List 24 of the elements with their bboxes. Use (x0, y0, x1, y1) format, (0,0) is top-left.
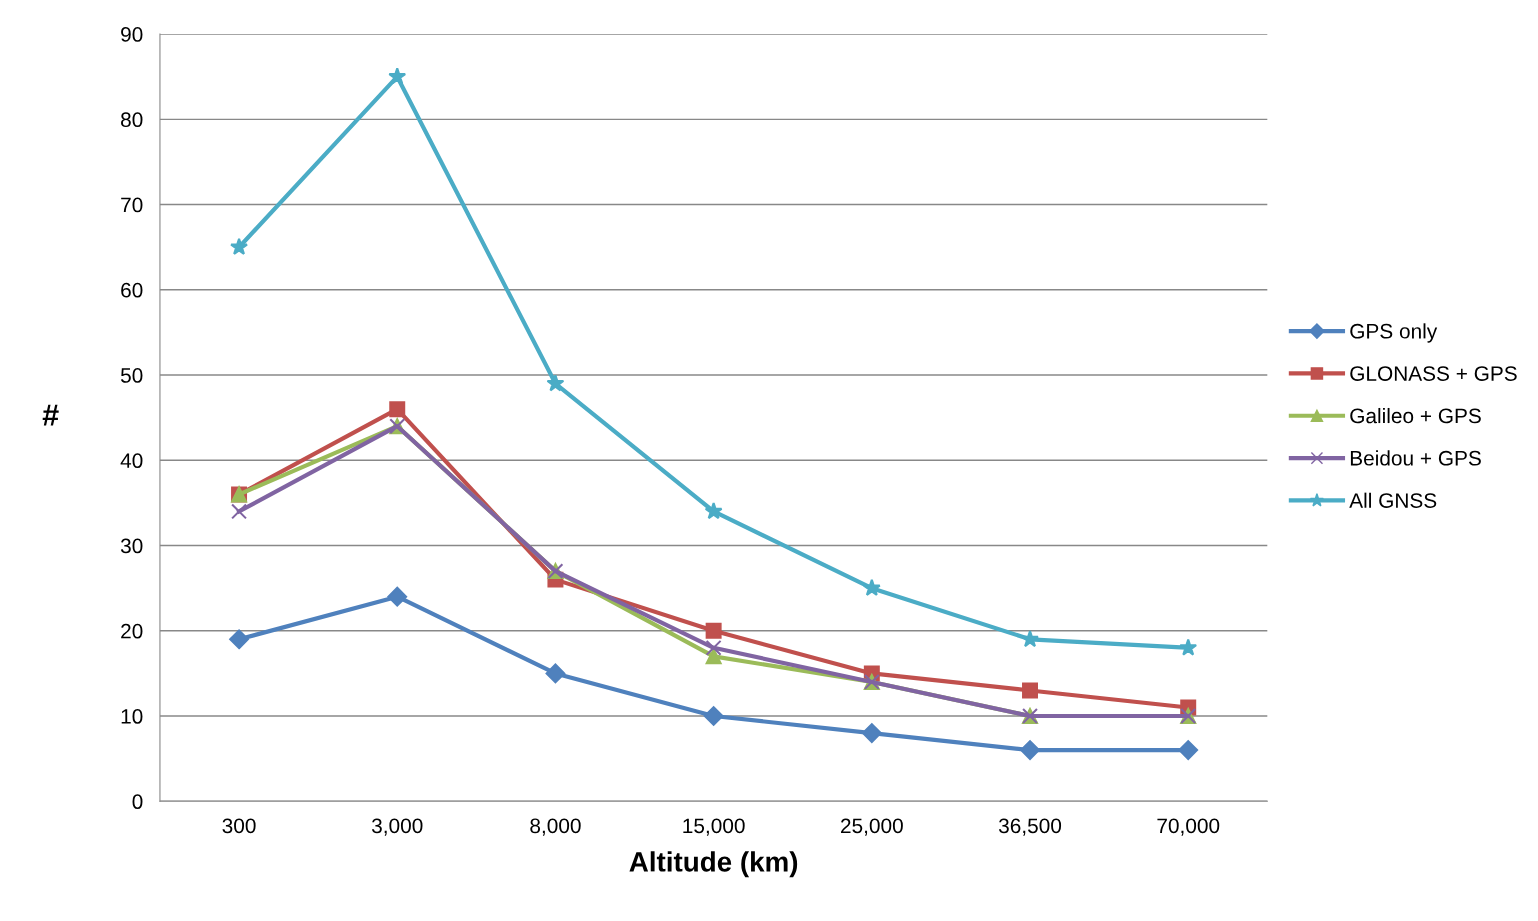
y-tick-label: 80 (121, 112, 143, 128)
y-tick-label: 0 (132, 794, 143, 810)
y-tick-label: 30 (120, 538, 143, 554)
x-tick-label: 300 (222, 818, 256, 834)
x-tick-label: 70,000 (1157, 818, 1220, 836)
y-axis-title: # (42, 404, 59, 426)
legend-label: Beidou + GPS (1350, 450, 1481, 466)
x-tick-label: 3,000 (371, 818, 423, 836)
legend-label: Galileo + GPS (1350, 407, 1481, 424)
y-tick-label: 20 (121, 623, 143, 639)
y-tick-label: 90 (121, 27, 143, 42)
legend-label: GLONASS + GPS (1350, 366, 1517, 381)
legend-label: All GNSS (1349, 492, 1437, 508)
x-tick-label: 8,000 (530, 818, 581, 836)
y-tick-label: 50 (120, 368, 143, 383)
y-tick-label: 40 (120, 453, 143, 469)
legend-label: GPS only (1350, 323, 1438, 343)
y-tick-label: 70 (121, 197, 143, 213)
y-tick-label: 60 (121, 282, 143, 298)
x-tick-label: 25,000 (841, 818, 903, 836)
y-tick-label: 10 (121, 709, 143, 724)
x-axis-title: Altitude (km) (629, 851, 798, 878)
x-tick-label: 36,500 (998, 818, 1062, 836)
x-tick-label: 15,000 (683, 818, 745, 836)
